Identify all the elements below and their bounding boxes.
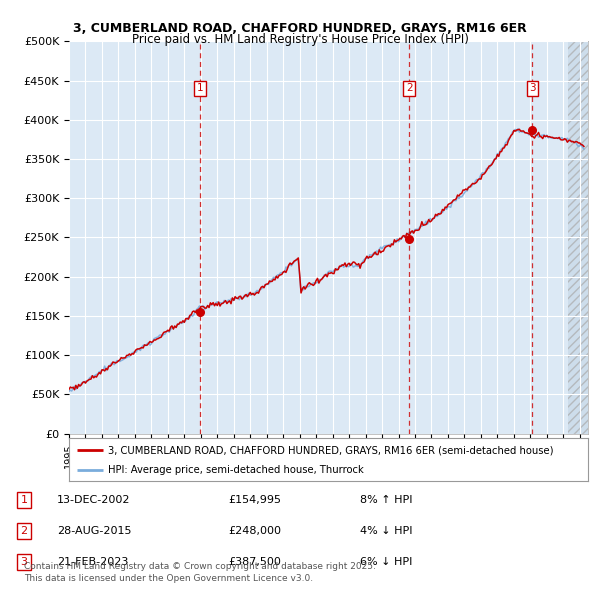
- Text: 8% ↑ HPI: 8% ↑ HPI: [360, 496, 413, 505]
- Text: HPI: Average price, semi-detached house, Thurrock: HPI: Average price, semi-detached house,…: [108, 466, 364, 475]
- Text: 4% ↓ HPI: 4% ↓ HPI: [360, 526, 413, 536]
- Text: Contains HM Land Registry data © Crown copyright and database right 2025.
This d: Contains HM Land Registry data © Crown c…: [24, 562, 376, 583]
- Text: 21-FEB-2023: 21-FEB-2023: [57, 557, 128, 566]
- Text: £154,995: £154,995: [228, 496, 281, 505]
- Text: 3, CUMBERLAND ROAD, CHAFFORD HUNDRED, GRAYS, RM16 6ER: 3, CUMBERLAND ROAD, CHAFFORD HUNDRED, GR…: [73, 22, 527, 35]
- Text: 6% ↓ HPI: 6% ↓ HPI: [360, 557, 412, 566]
- Text: 1: 1: [20, 496, 28, 505]
- Polygon shape: [568, 41, 588, 434]
- Text: 2: 2: [406, 83, 413, 93]
- Text: 3: 3: [529, 83, 536, 93]
- Text: 1: 1: [197, 83, 203, 93]
- Text: 2: 2: [20, 526, 28, 536]
- Text: £248,000: £248,000: [228, 526, 281, 536]
- Text: Price paid vs. HM Land Registry's House Price Index (HPI): Price paid vs. HM Land Registry's House …: [131, 33, 469, 46]
- Text: 13-DEC-2002: 13-DEC-2002: [57, 496, 131, 505]
- Text: £387,500: £387,500: [228, 557, 281, 566]
- Text: 3, CUMBERLAND ROAD, CHAFFORD HUNDRED, GRAYS, RM16 6ER (semi-detached house): 3, CUMBERLAND ROAD, CHAFFORD HUNDRED, GR…: [108, 445, 553, 455]
- Text: 28-AUG-2015: 28-AUG-2015: [57, 526, 131, 536]
- Text: 3: 3: [20, 557, 28, 566]
